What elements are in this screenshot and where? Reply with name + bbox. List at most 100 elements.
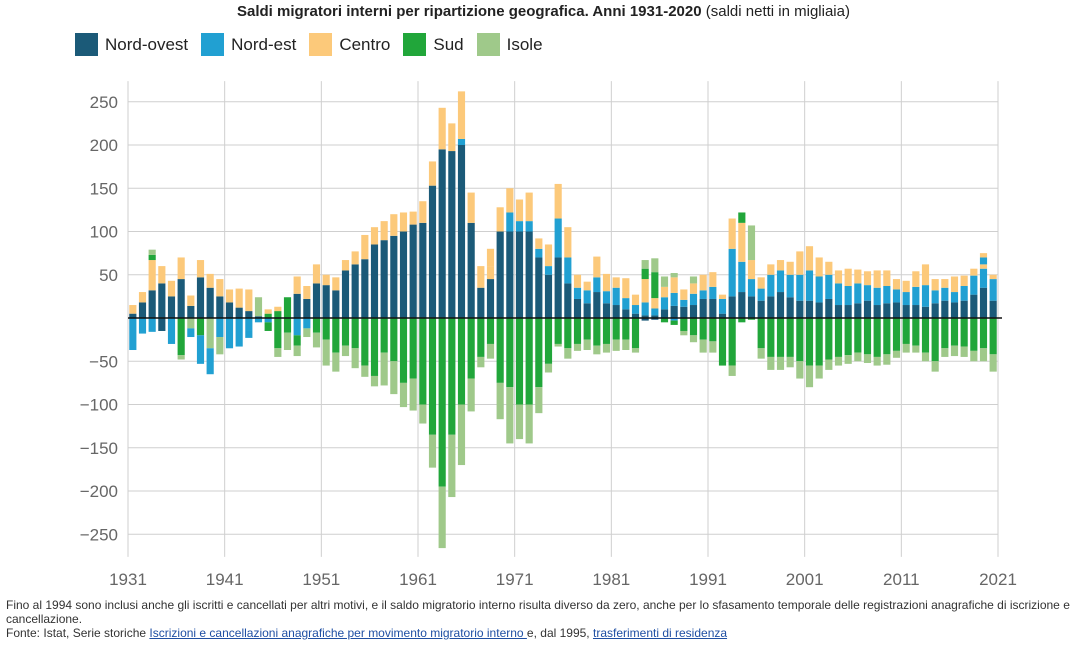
bar-segment-1986 [660,318,669,323]
bar-segment-1931 [129,313,137,318]
chart-plot: 250 200 150 100 50 −50 −100 −150 −200 −250 1931 194… [80,81,1017,589]
bar-segment-1955 [361,234,369,260]
bar-segment-1961 [419,318,427,405]
bar-segment-1938 [196,260,205,278]
bar-segment-1965 [457,145,466,318]
bar-segment-1998 [776,270,785,293]
bar-segment-1962 [428,161,437,186]
bar-segment-2005 [844,355,852,364]
bar-segment-1974 [544,318,553,364]
bar-segment-1952 [332,318,340,353]
bar-segment-1951 [322,285,330,318]
bar-segment-2019 [979,264,988,269]
bar-segment-1932 [138,302,147,318]
bar-segment-1971 [515,199,524,222]
bar-segment-1996 [757,277,765,289]
bar-segment-1970 [506,212,514,232]
bar-segment-2000 [796,274,804,301]
bar-segment-2006 [854,352,862,362]
bar-segment-2007 [863,285,872,301]
bar-segment-1961 [419,201,427,223]
bar-segment-1949 [303,285,311,299]
bar-segment-1989 [689,293,698,306]
bar-segment-1964 [448,318,456,435]
bar-segment-1963 [438,149,446,318]
x-tick-label: 1991 [689,570,727,589]
bar-segment-1971 [515,231,524,318]
source-link-iscrizioni[interactable]: Iscrizioni e cancellazioni anagrafiche p… [149,626,527,640]
bar-segment-1977 [573,274,582,288]
bar-segment-1957 [380,221,388,241]
bar-segment-1933 [148,318,156,332]
bar-segment-1985 [651,315,659,318]
bar-segment-1993 [728,296,736,318]
bar-segment-1969 [496,318,504,383]
bar-segment-1979 [593,292,601,318]
legend-label-nord-est: Nord-est [231,34,297,54]
bar-segment-1934 [158,318,166,331]
bar-segment-1985 [651,318,659,320]
chart-legend: Nord-ovest Nord-est Centro Sud Isole [75,33,556,56]
bar-segment-2011 [902,305,910,318]
bar-segment-1987 [670,318,678,321]
bar-segment-1945 [264,309,272,314]
bar-segment-1981 [612,277,620,288]
bar-segment-1970 [506,318,514,388]
bar-segment-1944 [254,316,263,318]
bar-segment-1948 [293,345,301,357]
bar-segment-2015 [941,348,949,357]
bar-segment-2015 [941,300,949,318]
bar-segment-2006 [854,318,862,353]
bar-segment-2013 [921,352,930,362]
bar-segment-1932 [138,318,147,334]
bar-segment-1969 [496,382,504,420]
bar-segment-1964 [448,434,456,498]
bar-segment-1936 [177,355,185,360]
bar-segment-1966 [467,192,475,223]
legend-item-nord-est: Nord-est [201,33,296,56]
bar-segment-2017 [960,346,968,357]
bar-segment-2018 [970,275,978,295]
bar-segment-1998 [776,260,785,271]
bar-segment-1933 [148,249,156,255]
bar-segment-1975 [554,218,562,258]
bar-segment-2015 [941,287,949,301]
bar-segment-1977 [573,287,582,299]
bar-segment-2003 [825,298,833,318]
bar-segment-1986 [660,297,669,310]
x-tick-label: 1951 [302,570,340,589]
bar-segment-2020 [989,300,997,318]
x-tick-label: 2011 [883,570,920,589]
bar-segment-1983 [631,305,640,314]
bar-segment-1992 [718,294,727,299]
bar-segment-1938 [196,318,205,336]
bar-segment-1981 [612,339,620,351]
bar-segment-1993 [728,218,736,249]
bar-segment-1934 [158,266,166,284]
chart-title-unit: (saldi netti in migliaia) [705,3,850,20]
bar-segment-1954 [351,348,359,369]
bar-segment-1992 [718,298,727,314]
source-link-trasferimenti[interactable]: trasferimenti di residenza [592,626,728,640]
y-tick-label: −250 [80,525,118,544]
chart-title: Saldi migratori interni per ripartizione… [0,3,1087,20]
bar-segment-1974 [544,266,553,275]
bar-segment-1995 [747,225,756,261]
bar-segment-1995 [747,279,756,297]
bar-segment-1982 [622,339,630,351]
x-tick-label: 2021 [979,570,1017,589]
bar-segment-2001 [805,300,814,318]
bar-segment-1984 [641,315,649,318]
bar-segment-1968 [486,279,495,318]
bar-segment-1957 [380,240,388,318]
bar-segment-1980 [602,343,611,353]
bar-segment-1942 [235,307,243,318]
bar-segment-1978 [583,339,591,351]
bar-segment-2005 [844,285,852,306]
legend-item-sud: Sud [403,33,464,56]
bar-segment-2001 [805,318,814,366]
bar-segment-1953 [341,270,350,318]
bar-segment-1947 [283,318,292,333]
bar-segment-1946 [274,311,282,318]
bar-segment-1955 [361,259,369,318]
